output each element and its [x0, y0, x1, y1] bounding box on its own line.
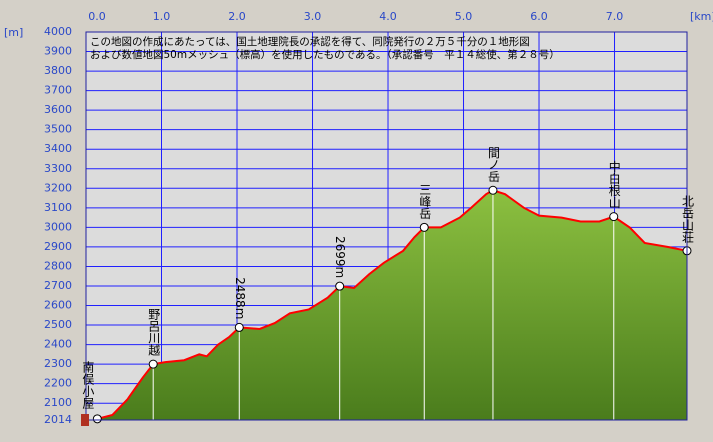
landmark-label: 三峰岳 — [418, 183, 432, 219]
y-unit: [m] — [4, 26, 23, 39]
y-tick-label: 2400 — [44, 338, 72, 351]
line — [97, 189, 688, 420]
landmark-label: 2488m — [233, 277, 247, 319]
x-tick-label: 3.0 — [304, 10, 322, 23]
y-tick-label: 3400 — [44, 142, 72, 155]
icon — [81, 414, 89, 426]
landmark-label: 野呂川越 — [147, 308, 161, 357]
y-tick-label: 2700 — [44, 279, 72, 292]
y-tick-label: 3000 — [44, 220, 72, 233]
plot-border — [85, 31, 688, 421]
landmark-point — [234, 322, 244, 332]
x-tick-label: 0.0 — [88, 10, 106, 23]
y-tick-label: 2100 — [44, 396, 72, 409]
y-tick-label: 3100 — [44, 201, 72, 214]
y-tick-label: 4000 — [44, 25, 72, 38]
landmark-point — [335, 281, 345, 291]
landmark-label: 2699m — [333, 236, 347, 278]
y-tick-label: 2300 — [44, 357, 72, 370]
y-tick-label: 3300 — [44, 162, 72, 175]
y-tick-label: 2600 — [44, 299, 72, 312]
landmark-label: 間ノ岳 — [486, 146, 500, 182]
x-tick-label: 4.0 — [379, 10, 397, 23]
landmark-label: 北岳山荘 — [681, 194, 695, 243]
y-tick-label: 3200 — [44, 181, 72, 194]
x-tick-label: 7.0 — [606, 10, 624, 23]
x-tick-label: 1.0 — [153, 10, 171, 23]
y-tick-label: 3700 — [44, 84, 72, 97]
area — [97, 190, 687, 420]
landmark-point — [488, 185, 498, 195]
y-tick-label: 3800 — [44, 64, 72, 77]
notice: この地図の作成にあたっては、国土地理院長の承認を得て、同院発行の２万５千分の１地… — [90, 35, 530, 48]
y-tick-label: 2014 — [44, 413, 72, 426]
y-tick-label: 2900 — [44, 240, 72, 253]
x-tick-label: 5.0 — [455, 10, 473, 23]
landmark-point — [609, 212, 619, 222]
y-tick-label: 3500 — [44, 123, 72, 136]
y-tick-label: 2500 — [44, 318, 72, 331]
landmark-point — [419, 222, 429, 232]
y-tick-label: 3600 — [44, 103, 72, 116]
notice: および数値地図50mメッシュ（標高）を使用したものである。（承認番号 平１４総使… — [90, 48, 560, 61]
x-unit: [km] — [690, 10, 713, 23]
landmark-label: 南俣小屋 — [81, 359, 95, 409]
y-tick-label: 3900 — [44, 45, 72, 58]
x-tick-label: 2.0 — [228, 10, 246, 23]
y-tick-label: 2800 — [44, 259, 72, 272]
landmark-point — [148, 359, 158, 369]
y-tick-label: 2200 — [44, 377, 72, 390]
landmark-point — [92, 414, 102, 424]
x-tick-label: 6.0 — [530, 10, 548, 23]
landmark-label: 中白根山 — [607, 159, 621, 208]
